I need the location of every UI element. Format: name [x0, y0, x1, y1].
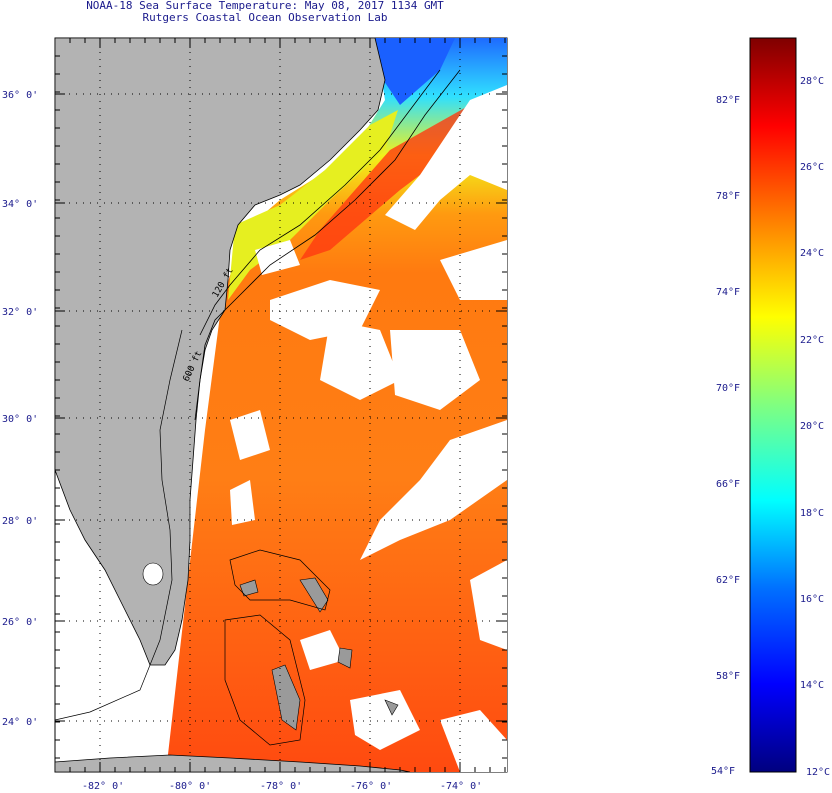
- lon-label-80: -80° 0': [169, 781, 211, 792]
- celsius-labels: 28°C 26°C 24°C 22°C 20°C 18°C 16°C 14°C …: [800, 76, 830, 778]
- cuba-landmass: [55, 754, 411, 772]
- f-label-82: 82°F: [716, 95, 740, 106]
- bahama-bank-contour: [224, 549, 331, 746]
- f-label-70: 70°F: [716, 383, 740, 394]
- isobath-120ft: [199, 69, 441, 336]
- f-label-58: 58°F: [716, 671, 740, 682]
- lat-label-34: 34° 0': [2, 199, 38, 210]
- f-label-66: 66°F: [716, 479, 740, 490]
- florida-shelf-contour: [55, 329, 183, 721]
- lat-label-36: 36° 0': [2, 90, 38, 101]
- c-label-28: 28°C: [800, 76, 824, 87]
- f-label-54: 54°F: [711, 766, 735, 777]
- c-label-22: 22°C: [800, 335, 824, 346]
- lon-label-82: -82° 0': [82, 781, 124, 792]
- latitude-labels: 36° 0' 34° 0' 32° 0' 30° 0' 28° 0' 26° 0…: [2, 90, 38, 728]
- lat-label-28: 28° 0': [2, 516, 38, 527]
- lon-label-78: -78° 0': [260, 781, 302, 792]
- lake-okeechobee: [142, 562, 164, 586]
- cloud-cover: [230, 85, 507, 772]
- map-subtitle: Rutgers Coastal Ocean Observation Lab: [142, 11, 388, 24]
- lat-label-32: 32° 0': [2, 307, 38, 318]
- fahrenheit-labels: 82°F 78°F 74°F 70°F 66°F 62°F 58°F 54°F: [711, 95, 740, 777]
- us-landmass: [55, 38, 386, 666]
- lon-label-74: -74° 0': [440, 781, 482, 792]
- c-label-24: 24°C: [800, 248, 824, 259]
- c-label-16: 16°C: [800, 594, 824, 605]
- gulf-stream-band: [300, 105, 480, 260]
- c-label-14: 14°C: [800, 680, 824, 691]
- color-scale-bar: [749, 37, 797, 773]
- f-label-62: 62°F: [716, 575, 740, 586]
- axis-ticks: [55, 38, 507, 772]
- c-label-18: 18°C: [800, 508, 824, 519]
- map-title: NOAA-18 Sea Surface Temperature: May 08,…: [86, 0, 444, 12]
- lat-label-30: 30° 0': [2, 414, 38, 425]
- c-label-26: 26°C: [800, 162, 824, 173]
- longitude-labels: -82° 0' -80° 0' -78° 0' -76° 0' -74° 0': [82, 781, 482, 792]
- lon-label-76: -76° 0': [350, 781, 392, 792]
- f-label-78: 78°F: [716, 191, 740, 202]
- lat-label-24: 24° 0': [2, 717, 38, 728]
- c-label-20: 20°C: [800, 421, 824, 432]
- cold-nearshore-water: [370, 38, 455, 105]
- c-label-12: 12°C: [806, 767, 830, 778]
- f-label-74: 74°F: [716, 287, 740, 298]
- lat-label-26: 26° 0': [2, 617, 38, 628]
- isobath-600ft: [194, 69, 461, 421]
